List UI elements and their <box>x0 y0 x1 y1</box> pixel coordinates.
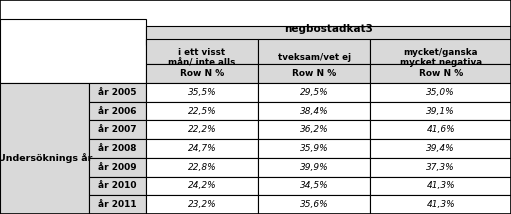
Text: Row N %: Row N % <box>292 69 336 78</box>
Bar <box>258 120 370 139</box>
Bar <box>89 120 146 139</box>
Text: 35,5%: 35,5% <box>188 88 216 97</box>
Bar <box>370 83 511 102</box>
Text: Row N %: Row N % <box>180 69 224 78</box>
Bar <box>146 139 258 158</box>
Bar <box>258 177 370 195</box>
Text: 35,0%: 35,0% <box>426 88 455 97</box>
Bar <box>146 102 258 120</box>
Text: 24,7%: 24,7% <box>188 144 216 153</box>
Bar <box>0 19 146 83</box>
Bar <box>258 64 370 83</box>
Bar <box>146 158 258 177</box>
Text: 24,2%: 24,2% <box>188 181 216 190</box>
Text: 36,2%: 36,2% <box>300 125 329 134</box>
Bar <box>258 83 370 102</box>
Bar <box>89 102 146 120</box>
Bar <box>258 139 370 158</box>
Text: Row N %: Row N % <box>419 69 463 78</box>
Bar <box>146 39 258 64</box>
Text: 39,4%: 39,4% <box>426 144 455 153</box>
Text: negbostadkat3: negbostadkat3 <box>284 24 373 34</box>
Text: år 2005: år 2005 <box>98 88 137 97</box>
Bar <box>370 195 511 214</box>
Bar <box>89 83 146 102</box>
Text: 41,3%: 41,3% <box>426 200 455 209</box>
Text: år 2008: år 2008 <box>98 144 137 153</box>
Bar <box>370 64 511 83</box>
Bar <box>146 177 258 195</box>
Bar <box>146 195 258 214</box>
Text: 22,2%: 22,2% <box>188 125 216 134</box>
Text: 22,5%: 22,5% <box>188 107 216 116</box>
Text: mycket/ganska
mycket negativa: mycket/ganska mycket negativa <box>400 48 482 67</box>
Text: år 2011: år 2011 <box>98 200 137 209</box>
Bar <box>370 102 511 120</box>
Text: 38,4%: 38,4% <box>300 107 329 116</box>
Text: Undersöknings år: Undersöknings år <box>0 153 92 163</box>
Bar <box>146 120 258 139</box>
Text: 34,5%: 34,5% <box>300 181 329 190</box>
Text: i ett visst
mån/ inte alls: i ett visst mån/ inte alls <box>168 48 236 67</box>
Text: år 2009: år 2009 <box>98 163 137 172</box>
Text: 23,2%: 23,2% <box>188 200 216 209</box>
Bar <box>89 158 146 177</box>
Bar <box>146 64 258 83</box>
Text: 29,5%: 29,5% <box>300 88 329 97</box>
Text: 41,3%: 41,3% <box>426 181 455 190</box>
Bar <box>258 102 370 120</box>
Bar <box>0 83 89 214</box>
Text: 35,6%: 35,6% <box>300 200 329 209</box>
Bar <box>370 177 511 195</box>
Bar <box>370 39 511 64</box>
Bar <box>146 83 258 102</box>
Bar <box>370 139 511 158</box>
Bar <box>89 139 146 158</box>
Text: 39,1%: 39,1% <box>426 107 455 116</box>
Bar <box>89 195 146 214</box>
Bar <box>258 195 370 214</box>
Text: 35,9%: 35,9% <box>300 144 329 153</box>
Text: 39,9%: 39,9% <box>300 163 329 172</box>
Bar <box>370 120 511 139</box>
Bar <box>258 39 370 64</box>
Text: tveksam/vet ej: tveksam/vet ej <box>277 53 351 62</box>
Text: år 2007: år 2007 <box>98 125 137 134</box>
Bar <box>370 158 511 177</box>
Bar <box>258 158 370 177</box>
Bar <box>146 26 511 45</box>
Text: år 2010: år 2010 <box>98 181 137 190</box>
Text: 41,6%: 41,6% <box>426 125 455 134</box>
Text: 22,8%: 22,8% <box>188 163 216 172</box>
Text: 37,3%: 37,3% <box>426 163 455 172</box>
Bar <box>89 177 146 195</box>
Text: år 2006: år 2006 <box>98 107 137 116</box>
